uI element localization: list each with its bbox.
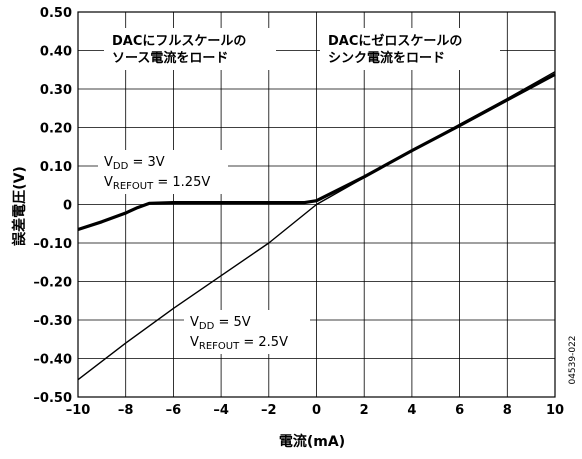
y-tick-label: 0 bbox=[63, 199, 72, 214]
y-tick-label: –0.40 bbox=[33, 353, 72, 368]
x-tick-labels: –10 –8 –6 –4 –2 0 2 4 6 8 10 bbox=[66, 403, 564, 418]
y-tick-label: 0.20 bbox=[40, 122, 72, 137]
y-axis-title: 誤差電圧(V) bbox=[11, 166, 28, 246]
y-tick-label: –0.20 bbox=[33, 276, 72, 291]
figure-id: 04539-022 bbox=[568, 335, 578, 384]
label-3v-vdd: VDD = 3V bbox=[104, 155, 165, 172]
x-axis-title: 電流(mA) bbox=[279, 433, 345, 450]
x-tick-label: 8 bbox=[503, 403, 512, 418]
x-tick-label: 6 bbox=[455, 403, 464, 418]
x-tick-label: 0 bbox=[312, 403, 321, 418]
series-line-3v bbox=[77, 72, 556, 232]
y-tick-label: –0.50 bbox=[33, 391, 72, 406]
x-tick-label: 10 bbox=[546, 403, 564, 418]
x-tick-label: –4 bbox=[213, 403, 229, 418]
y-tick-label: –0.10 bbox=[33, 237, 72, 252]
series-label-5v: VDD = 5V VREFOUT = 2.5V bbox=[184, 310, 310, 354]
sink-annotation: DACにゼロスケールの シンク電流をロード bbox=[320, 28, 500, 70]
sink-annotation-line2: シンク電流をロード bbox=[328, 50, 445, 66]
plot-frame bbox=[77, 11, 556, 398]
label-3v-vref: VREFOUT = 1.25V bbox=[104, 175, 210, 192]
y-tick-label: 0.50 bbox=[40, 6, 72, 21]
x-tick-label: –6 bbox=[166, 403, 182, 418]
y-tick-labels: 0.50 0.40 0.30 0.20 0.10 0 –0.10 –0.20 –0.30 –0.4… bbox=[33, 6, 72, 406]
x-tick-label: –8 bbox=[118, 403, 134, 418]
source-annotation: DACにフルスケールの ソース電流をロード bbox=[104, 28, 276, 70]
x-tick-label: –10 bbox=[66, 403, 91, 418]
y-tick-label: 0.10 bbox=[40, 160, 72, 175]
y-tick-label: 0.30 bbox=[40, 83, 72, 98]
series-label-3v: VDD = 3V VREFOUT = 1.25V bbox=[98, 150, 228, 194]
x-tick-label: –2 bbox=[261, 403, 277, 418]
series-group bbox=[77, 71, 556, 381]
y-tick-label: –0.30 bbox=[33, 314, 72, 329]
label-5v-vdd: VDD = 5V bbox=[190, 315, 251, 332]
source-annotation-line1: DACにフルスケールの bbox=[112, 34, 246, 49]
x-tick-label: 4 bbox=[407, 403, 416, 418]
label-5v-vref: VREFOUT = 2.5V bbox=[190, 335, 288, 352]
series-line-5v bbox=[77, 71, 556, 381]
x-tick-label: 2 bbox=[360, 403, 369, 418]
sink-annotation-line1: DACにゼロスケールの bbox=[328, 33, 462, 49]
source-annotation-line2: ソース電流をロード bbox=[112, 50, 228, 66]
y-tick-label: 0.40 bbox=[40, 45, 72, 60]
